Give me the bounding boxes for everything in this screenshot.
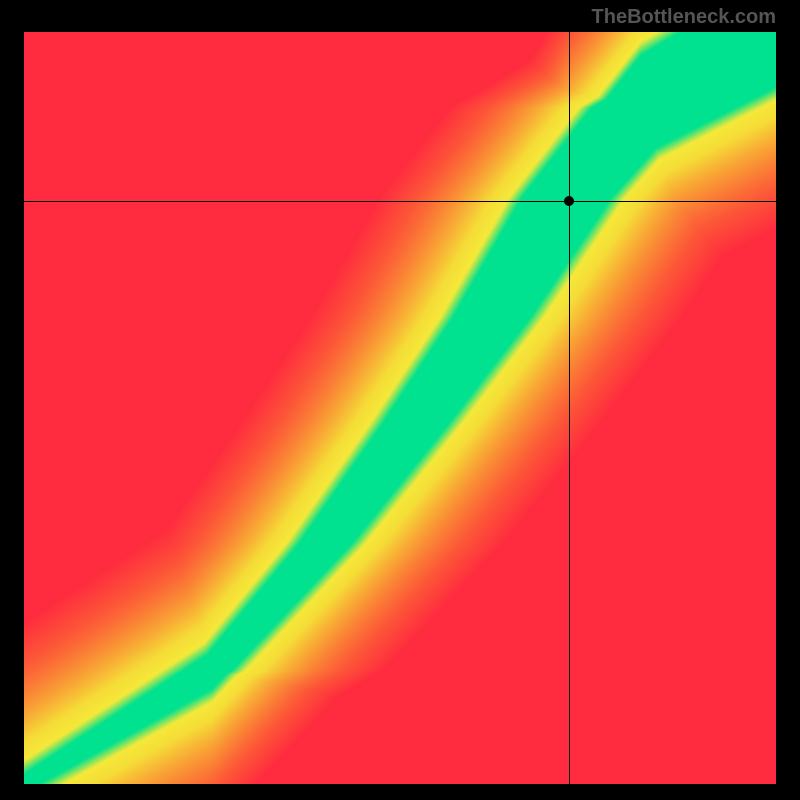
crosshair-marker xyxy=(564,196,574,206)
watermark-text: TheBottleneck.com xyxy=(592,6,776,29)
crosshair-horizontal xyxy=(24,201,776,202)
heatmap-plot xyxy=(24,32,776,784)
crosshair-vertical xyxy=(569,32,570,784)
heatmap-canvas xyxy=(24,32,776,784)
